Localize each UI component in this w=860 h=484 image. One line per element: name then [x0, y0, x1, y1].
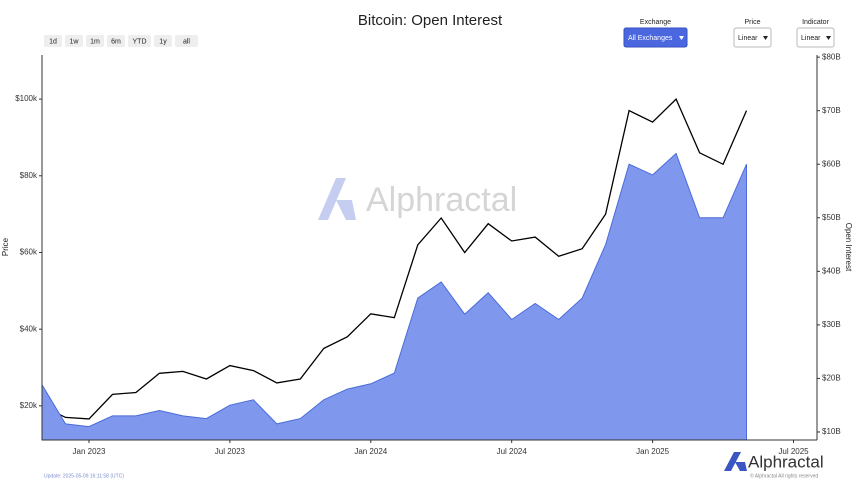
y-tick-label: $20k: [20, 401, 38, 410]
watermark-text: Alphractal: [366, 181, 517, 219]
y2-tick-label: $20B: [822, 374, 841, 383]
dropdown-box: [796, 27, 835, 48]
dropdown-arrow: [679, 36, 684, 40]
range-button-label: YTD: [133, 38, 147, 45]
brand-logo: [724, 452, 747, 471]
range-button-bg: [86, 35, 104, 47]
range-button-bg: [107, 35, 125, 47]
chart-title: Bitcoin: Open Interest: [358, 12, 503, 29]
dropdown-value: Linear: [738, 35, 758, 42]
y2-tick-label: $50B: [822, 213, 841, 222]
dropdown-value: Linear: [801, 35, 821, 42]
y2-tick-label: $60B: [822, 159, 841, 168]
dropdown-box: [733, 27, 772, 48]
y-axis-label: Price: [1, 237, 10, 256]
dropdown-label: Indicator: [802, 19, 830, 26]
range-button-label: 6m: [111, 38, 121, 45]
y2-tick-label: $40B: [822, 266, 841, 275]
y-tick-label: $40k: [20, 324, 38, 333]
dropdown-arrow: [763, 36, 768, 40]
dropdown-label: Price: [745, 19, 761, 26]
dropdown-box: [623, 27, 688, 48]
brand-name: Alphractal: [748, 452, 824, 471]
x-tick-label: Jan 2023: [73, 447, 106, 456]
y-tick-label: $80k: [20, 171, 38, 180]
range-button-label: 1m: [90, 38, 100, 45]
dropdown[interactable]: All Exchanges: [623, 27, 688, 48]
range-button[interactable]: 1m: [86, 35, 104, 47]
brand-rights: © Alphractal All rights reserved: [750, 472, 818, 479]
range-button[interactable]: all: [175, 35, 198, 47]
y2-tick-label: $30B: [822, 320, 841, 329]
price-line: [41, 97, 748, 420]
y2-tick-label: $10B: [822, 427, 841, 436]
oi-area: [41, 152, 747, 441]
update-text: Update: 2025-05-09 16:11:58 (UTC): [44, 473, 124, 479]
watermark-logo: [318, 178, 356, 220]
x-tick-label: Jul 2025: [778, 447, 809, 456]
y2-axis-label: Open Interest: [844, 223, 853, 272]
range-button-label: 1y: [159, 38, 167, 45]
y-tick-label: $60k: [20, 248, 38, 257]
dropdown-arrow: [826, 36, 831, 40]
range-button-bg: [65, 35, 83, 47]
dropdown-value: All Exchanges: [628, 35, 673, 42]
x-tick-label: Jan 2025: [636, 447, 669, 456]
x-tick-label: Jul 2024: [497, 447, 528, 456]
dropdown-label: Exchange: [640, 19, 671, 26]
range-button[interactable]: 1d: [44, 35, 62, 47]
dropdown[interactable]: Linear: [733, 27, 772, 48]
range-button[interactable]: 6m: [107, 35, 125, 47]
y2-tick-label: $80B: [822, 52, 841, 61]
y-tick-label: $100k: [15, 94, 38, 103]
range-button[interactable]: YTD: [128, 35, 151, 47]
range-button[interactable]: 1y: [154, 35, 172, 47]
range-button-bg: [44, 35, 62, 47]
range-button-bg: [175, 35, 198, 47]
x-tick-label: Jul 2023: [215, 447, 246, 456]
x-tick-label: Jan 2024: [354, 447, 387, 456]
watermark: Alphractal: [318, 178, 517, 220]
range-button[interactable]: 1w: [65, 35, 83, 47]
y2-tick-label: $70B: [822, 106, 841, 115]
range-button-label: 1d: [49, 38, 57, 45]
range-button-label: all: [183, 38, 190, 45]
range-button-label: 1w: [70, 38, 80, 45]
dropdown[interactable]: Linear: [796, 27, 835, 48]
range-button-bg: [154, 35, 172, 47]
range-button-bg: [128, 35, 151, 47]
